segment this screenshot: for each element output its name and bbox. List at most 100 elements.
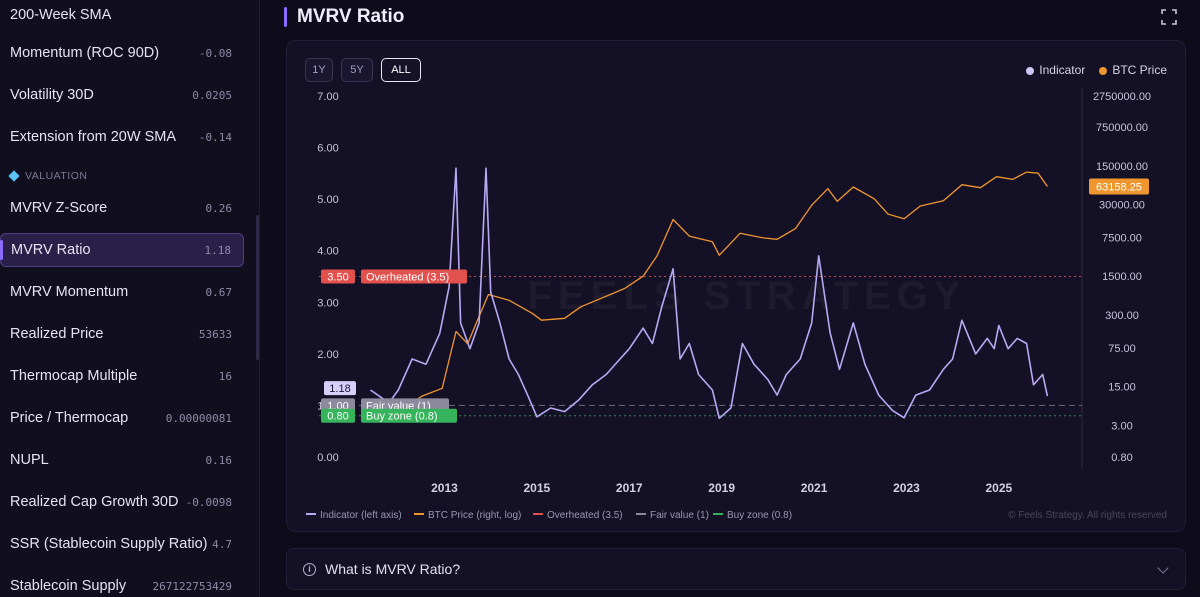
sidebar-item-value: 0.26 — [205, 201, 233, 215]
range-1y-button[interactable]: 1Y — [305, 58, 333, 82]
sidebar-item-label: Realized Cap Growth 30D — [10, 494, 179, 510]
right-tick-label: 1500.00 — [1102, 271, 1142, 283]
legend-indicator[interactable]: Indicator — [1026, 63, 1085, 77]
sidebar-item[interactable]: Stablecoin Supply 267122753429 — [0, 571, 244, 597]
left-tick-label: 4.00 — [317, 246, 338, 258]
right-tick-label: 150000.00 — [1096, 161, 1148, 173]
sidebar-item-label: Price / Thermocap — [10, 410, 129, 426]
copyright-text: © Feels Strategy. All rights reserved — [1008, 510, 1167, 521]
right-tick-label: 7500.00 — [1102, 233, 1142, 245]
reference-tag — [321, 269, 355, 284]
sidebar-item-value: -0.0098 — [185, 495, 232, 509]
sidebar-item-label: Realized Price — [10, 326, 104, 342]
sidebar-item[interactable]: MVRV Momentum 0.67 — [0, 277, 244, 307]
sidebar-item-label: Volatility 30D — [10, 87, 94, 103]
info-accordion[interactable]: i What is MVRV Ratio? — [286, 548, 1186, 590]
sidebar-item-value: 0.0205 — [192, 88, 232, 102]
right-tick-label: 0.80 — [1111, 452, 1132, 464]
sidebar-item-label: Stablecoin Supply — [10, 578, 127, 594]
left-tick-label: 6.00 — [317, 143, 338, 155]
left-tick-label: 7.00 — [317, 91, 338, 103]
sidebar-item-value: 0.00000081 — [165, 411, 232, 425]
sidebar-item[interactable]: Price / Thermocap 0.00000081 — [0, 403, 244, 433]
sidebar-item[interactable]: Thermocap Multiple 16 — [0, 361, 244, 391]
reference-tag-value: 0.80 — [327, 411, 348, 423]
main-panel: MVRV Ratio 1Y 5Y ALL Indicator BTC Price… — [260, 0, 1200, 597]
sidebar-item-label: SSR (Stablecoin Supply Ratio) — [10, 536, 208, 552]
right-tick-label: 30000.00 — [1099, 199, 1145, 211]
sidebar-item-label: MVRV Ratio — [11, 242, 91, 258]
indicator-line — [370, 167, 1049, 420]
sidebar-item-value: -0.14 — [198, 130, 232, 144]
reference-tag — [321, 408, 355, 423]
sidebar-item-label: 200-Week SMA — [10, 7, 112, 23]
mvrv-chart: FEELS STRATEGY0.001.002.003.004.005.006.… — [306, 88, 1167, 521]
x-tick-label: 2025 — [985, 481, 1012, 495]
sidebar-item-value: 16 — [218, 369, 232, 383]
section-valuation: VALUATION — [8, 170, 88, 182]
x-tick-label: 2017 — [616, 481, 643, 495]
current-btc-value: 63158.25 — [1096, 182, 1142, 194]
reference-label-bg — [361, 408, 457, 423]
x-tick-label: 2013 — [431, 481, 458, 495]
bottom-legend-label: Fair value (1) — [650, 510, 709, 521]
legend-btc[interactable]: BTC Price — [1099, 63, 1167, 77]
sidebar-item[interactable]: Extension from 20W SMA -0.14 — [0, 122, 244, 152]
sidebar-item-label: MVRV Z-Score — [10, 200, 108, 216]
reference-label-bg — [361, 269, 467, 284]
right-tick-label: 3.00 — [1111, 420, 1132, 432]
chevron-down-icon — [1157, 562, 1169, 574]
sidebar-item[interactable]: SSR (Stablecoin Supply Ratio) 4.7 — [0, 529, 244, 559]
sidebar-item-value: 4.7 — [212, 537, 232, 551]
x-tick-label: 2019 — [708, 481, 735, 495]
diamond-icon — [8, 170, 20, 182]
sidebar-scrollbar[interactable] — [256, 215, 259, 360]
sidebar-item-label: Momentum (ROC 90D) — [10, 45, 160, 61]
sidebar: 200-Week SMA Momentum (ROC 90D) -0.08 Volat… — [0, 0, 260, 597]
x-tick-label: 2015 — [524, 481, 551, 495]
current-btc-tag — [1089, 178, 1149, 195]
top-legend: Indicator BTC Price — [1026, 63, 1167, 77]
x-tick-label: 2021 — [801, 481, 828, 495]
left-tick-label: 5.00 — [317, 194, 338, 206]
left-tick-label: 3.00 — [317, 297, 338, 309]
reference-label: Buy zone (0.8) — [366, 411, 438, 423]
bottom-legend-label: Overheated (3.5) — [547, 510, 623, 521]
sidebar-item[interactable]: 200-Week SMA — [0, 0, 244, 30]
sidebar-item-value: 0.16 — [205, 453, 233, 467]
chart-card: 1Y 5Y ALL Indicator BTC Price FEELS STRA… — [286, 40, 1186, 532]
sidebar-item-value: 0.67 — [205, 285, 233, 299]
title-accent — [284, 7, 287, 27]
reference-label: Overheated (3.5) — [366, 272, 449, 284]
sidebar-item[interactable]: MVRV Z-Score 0.26 — [0, 193, 244, 223]
range-5y-button[interactable]: 5Y — [341, 58, 373, 82]
page-title: MVRV Ratio — [297, 6, 405, 27]
sidebar-item[interactable]: Momentum (ROC 90D) -0.08 — [0, 38, 244, 68]
left-tick-label: 0.00 — [317, 452, 338, 464]
info-label: What is MVRV Ratio? — [325, 561, 461, 577]
sidebar-item[interactable]: NUPL 0.16 — [0, 445, 244, 475]
sidebar-item[interactable]: Realized Price 53633 — [0, 319, 244, 349]
right-tick-label: 300.00 — [1105, 310, 1139, 322]
info-icon: i — [303, 562, 316, 576]
sidebar-item[interactable]: Realized Cap Growth 30D -0.0098 — [0, 487, 244, 517]
sidebar-item-label: Extension from 20W SMA — [10, 129, 176, 145]
watermark: FEELS STRATEGY — [528, 274, 967, 318]
sidebar-item-value: 53633 — [198, 327, 232, 341]
sidebar-item-value: -0.08 — [198, 46, 232, 60]
bottom-legend-label: Indicator (left axis) — [320, 510, 402, 521]
sidebar-item[interactable]: Volatility 30D 0.0205 — [0, 80, 244, 110]
right-tick-label: 2750000.00 — [1093, 91, 1151, 103]
right-tick-label: 750000.00 — [1096, 122, 1148, 134]
sidebar-item[interactable]: MVRV Ratio 1.18 — [0, 233, 244, 267]
sidebar-item-value: 267122753429 — [152, 579, 232, 593]
sidebar-item-label: NUPL — [10, 452, 49, 468]
current-indicator-value: 1.18 — [329, 383, 350, 395]
left-tick-label: 2.00 — [317, 349, 338, 361]
fullscreen-icon[interactable] — [1160, 8, 1178, 26]
bottom-legend-label: Buy zone (0.8) — [727, 510, 792, 521]
range-all-button[interactable]: ALL — [381, 58, 421, 82]
section-label: VALUATION — [25, 170, 88, 182]
reference-tag-value: 3.50 — [327, 272, 348, 284]
x-tick-label: 2023 — [893, 481, 920, 495]
